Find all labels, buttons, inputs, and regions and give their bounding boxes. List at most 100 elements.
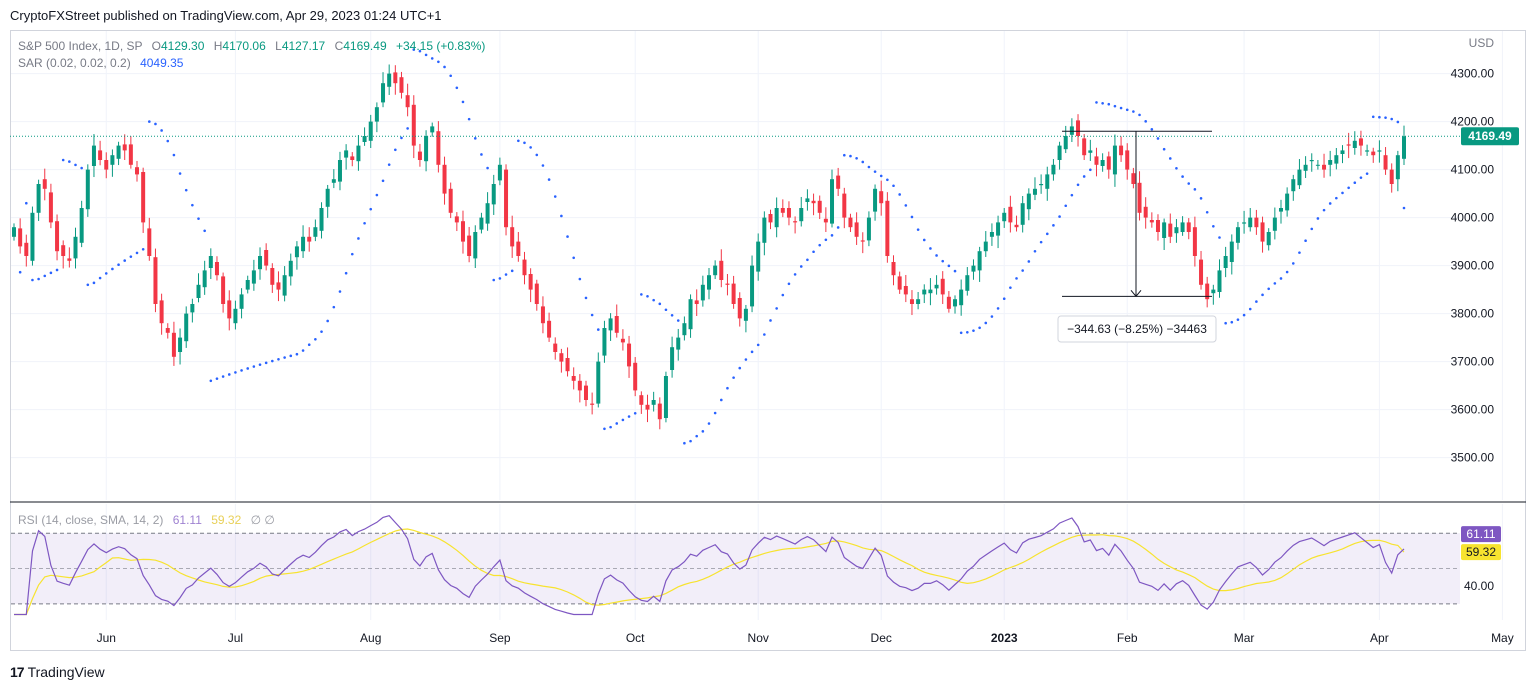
candle-body xyxy=(1112,145,1117,175)
time-tick-label: Mar xyxy=(1234,631,1255,645)
candle-body xyxy=(682,323,687,336)
candle-body xyxy=(1248,217,1253,228)
candle-body xyxy=(928,289,933,294)
candle-body xyxy=(307,236,312,242)
sar-dot xyxy=(135,251,139,255)
candle-body xyxy=(651,400,656,405)
candle-body xyxy=(768,214,773,223)
rsi-axis[interactable]: 40.00 xyxy=(1464,579,1494,593)
candle-body xyxy=(977,251,982,271)
sar-dot xyxy=(61,158,65,162)
candle-body xyxy=(178,337,183,352)
candle-body xyxy=(940,278,945,295)
sar-dot xyxy=(1205,210,1209,214)
sar-dot xyxy=(640,293,643,296)
candle-body xyxy=(750,265,755,307)
price-axis[interactable]: 3500.00 3600.00 3700.00 3800.00 3900.00 4000.… xyxy=(1451,67,1495,465)
candle-body xyxy=(1137,182,1142,213)
sar-dot xyxy=(74,163,77,167)
candle-body xyxy=(510,227,515,247)
sar-dot xyxy=(1052,224,1055,227)
sar-dot xyxy=(1304,239,1307,242)
candle-body xyxy=(639,395,644,405)
time-tick-label: Aug xyxy=(360,631,381,645)
candle-body xyxy=(356,145,361,162)
candle-body xyxy=(485,203,490,224)
candle-body xyxy=(55,221,60,252)
rsi-value-tag: 61.11 xyxy=(1461,526,1501,543)
sar-dot xyxy=(277,357,280,361)
sar-dot xyxy=(338,290,342,293)
sar-dot xyxy=(713,411,717,415)
candle-body xyxy=(707,275,711,290)
candle-body xyxy=(983,241,988,252)
sar-dot xyxy=(18,270,22,274)
sar-dot xyxy=(787,282,791,286)
candle-body xyxy=(374,107,379,122)
sar-dot xyxy=(400,136,403,140)
candle-body xyxy=(1119,145,1124,156)
candle-body xyxy=(879,191,884,204)
candle-body xyxy=(547,320,552,338)
sar-dot xyxy=(935,254,938,257)
candle-body xyxy=(873,188,878,212)
sar-dot xyxy=(584,296,588,300)
price-tick-label: 4200.00 xyxy=(1451,115,1495,129)
candle-body xyxy=(214,262,219,276)
sar-dot xyxy=(191,203,194,207)
candle-body xyxy=(731,283,736,304)
candle-body xyxy=(1297,169,1302,186)
candle-body xyxy=(1063,136,1068,150)
sar-dot xyxy=(215,377,219,380)
sar-dot xyxy=(590,313,594,317)
candle-body xyxy=(793,221,798,223)
sar-dot xyxy=(707,422,711,425)
sar-dot xyxy=(246,367,250,370)
sar-dot xyxy=(1328,202,1332,205)
sar-dot xyxy=(234,371,237,374)
sar-dot xyxy=(289,354,293,358)
svg-text:SAR (0.02, 0.02, 0.2) 40: SAR (0.02, 0.02, 0.2) 4049.35 xyxy=(18,56,184,70)
candle-body xyxy=(996,222,1001,236)
candle-body xyxy=(1285,193,1290,211)
time-axis[interactable]: Jun Jul Aug Sep Oct Nov Dec 2023 Feb Mar Apr May xyxy=(97,631,1514,645)
candle-body xyxy=(67,258,72,261)
sar-dot xyxy=(750,350,754,354)
candle-body xyxy=(756,241,761,272)
candle-body xyxy=(301,236,306,252)
candle-body xyxy=(786,208,791,218)
candle-series xyxy=(12,64,1406,430)
candle-body xyxy=(1168,223,1173,237)
price-tick-label: 3600.00 xyxy=(1451,403,1495,417)
candle-body xyxy=(128,144,133,165)
candle-body xyxy=(1303,164,1308,171)
measure-tool[interactable]: −344.63 (−8.25%) −34463 xyxy=(1057,130,1217,343)
candle-body xyxy=(1315,164,1320,166)
candle-body xyxy=(61,245,66,256)
tradingview-brand[interactable]: 17 TradingView xyxy=(10,664,105,680)
price-tick-label: 3500.00 xyxy=(1451,451,1495,465)
sar-dot xyxy=(1322,208,1326,212)
candle-body xyxy=(614,316,619,333)
candle-body xyxy=(411,104,416,146)
candle-body xyxy=(596,361,601,404)
sar-dot xyxy=(172,153,176,157)
sar-dot xyxy=(1199,197,1203,200)
candle-body xyxy=(1088,150,1093,153)
sar-dot xyxy=(799,265,803,268)
sar-dot xyxy=(449,74,452,78)
sar-dot xyxy=(394,148,397,152)
sar-dot xyxy=(301,349,305,352)
candle-body xyxy=(147,228,152,256)
candle-body xyxy=(817,200,822,213)
candle-body xyxy=(1365,150,1370,152)
candle-body xyxy=(1272,217,1277,231)
candle-body xyxy=(1229,241,1234,262)
candle-body xyxy=(264,250,269,266)
sar-dot xyxy=(1390,117,1393,121)
sar-dot xyxy=(578,277,582,281)
sar-dot xyxy=(683,441,686,445)
candle-body xyxy=(1149,220,1154,223)
sar-dot xyxy=(732,376,735,379)
